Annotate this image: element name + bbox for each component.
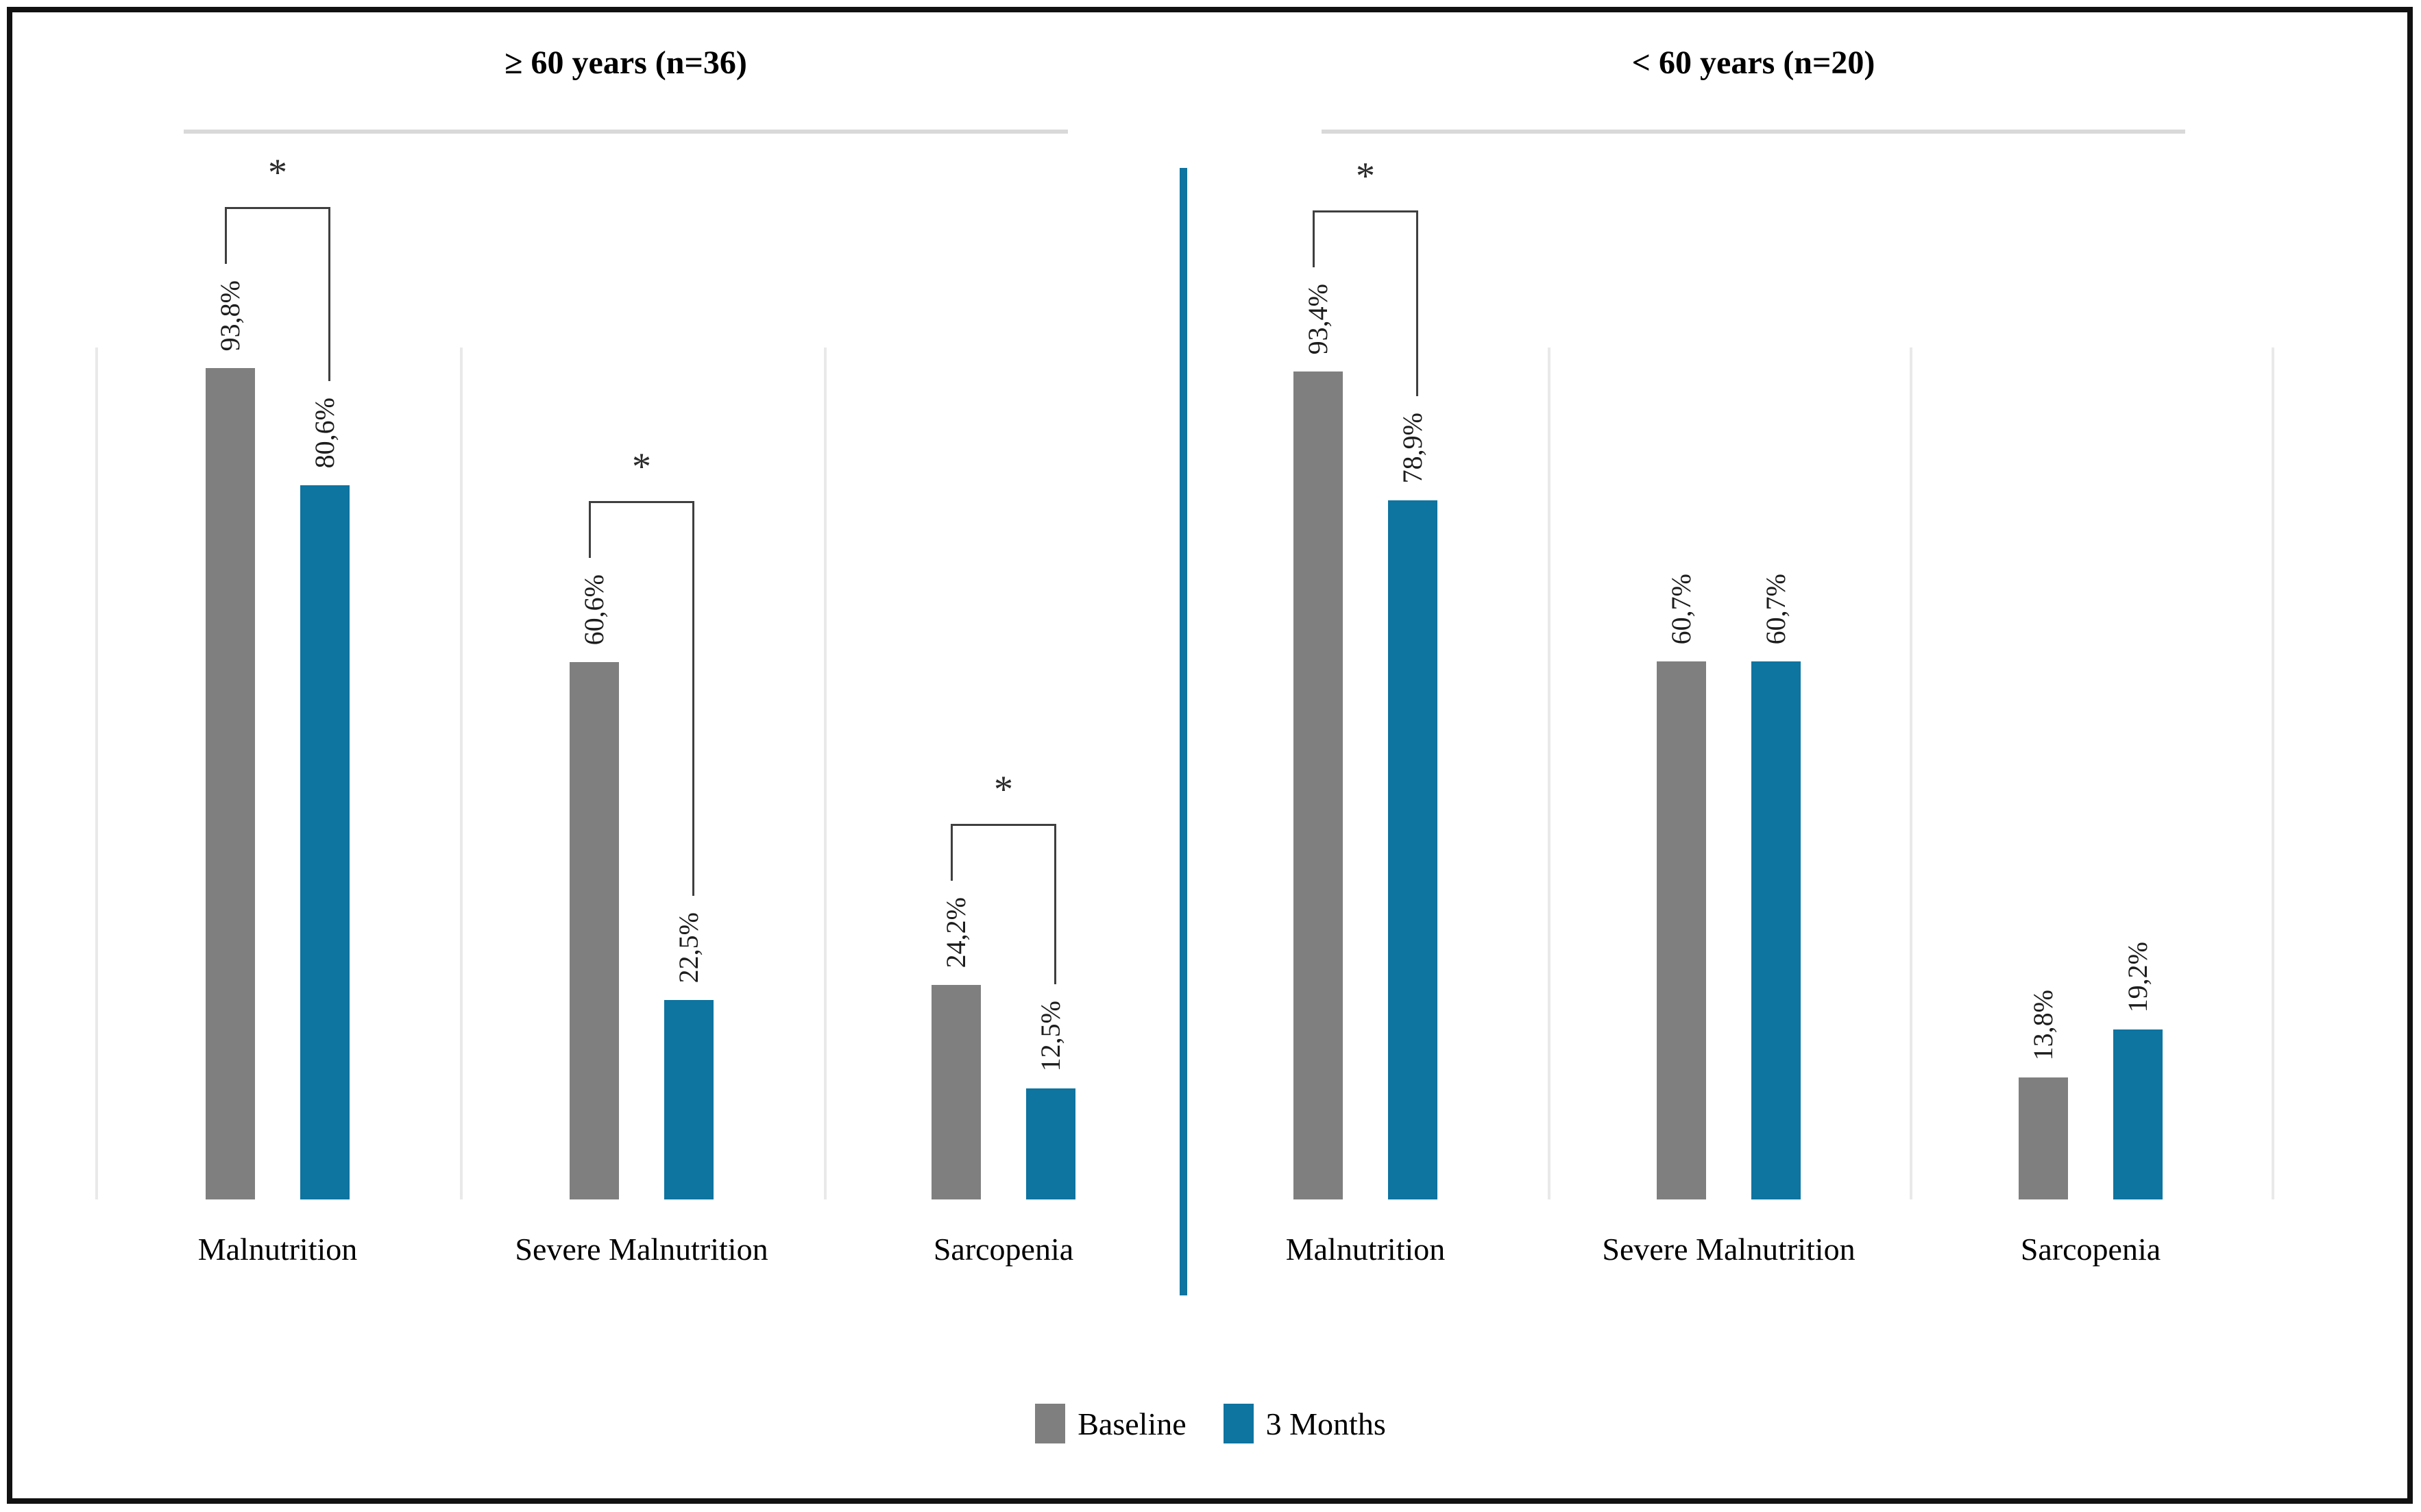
significance-bracket-left-leg [225, 207, 227, 264]
legend-label-baseline: Baseline [1078, 1406, 1187, 1441]
figure-frame-border [7, 7, 2413, 1504]
bar-baseline-malnutrition [1293, 371, 1343, 1199]
panel-title-under-60: < 60 years (n=20) [1631, 45, 1875, 81]
category-separator-line [2272, 347, 2274, 1199]
value-label-baseline-malnutrition: 93,8% [215, 280, 245, 351]
panel-title-over-60: ≥ 60 years (n=36) [504, 45, 747, 81]
legend-label-3-months: 3 Months [1265, 1406, 1386, 1441]
significance-bracket-right-leg [1416, 210, 1418, 396]
significance-star: * [268, 151, 287, 194]
category-separator-line [824, 347, 827, 1199]
value-label-3-months-severe-malnutrition: 22,5% [673, 912, 704, 983]
bar-baseline-sarcopenia [932, 985, 981, 1199]
bar-baseline-sarcopenia [2019, 1077, 2068, 1199]
category-separator-line [1910, 347, 1912, 1199]
significance-bracket-top [951, 824, 1056, 826]
three-months-swatch-icon [1223, 1404, 1254, 1443]
legend-item-baseline: Baseline [1035, 1404, 1187, 1443]
value-label-3-months-severe-malnutrition: 60,7% [1760, 573, 1791, 644]
category-label-malnutrition: Malnutrition [1285, 1232, 1446, 1267]
value-label-baseline-severe-malnutrition: 60,6% [579, 574, 609, 645]
significance-bracket-right-leg [328, 207, 330, 381]
significance-bracket-left-leg [589, 501, 591, 558]
category-label-malnutrition: Malnutrition [197, 1232, 358, 1267]
category-label-sarcopenia: Sarcopenia [933, 1232, 1074, 1267]
significance-bracket-right-leg [1054, 824, 1056, 984]
title-underline-right [1322, 130, 2185, 134]
significance-star: * [1356, 155, 1375, 197]
value-label-baseline-sarcopenia: 13,8% [2028, 989, 2058, 1060]
value-label-3-months-malnutrition: 80,6% [309, 397, 340, 468]
bar-3-months-sarcopenia [1026, 1088, 1075, 1199]
value-label-baseline-sarcopenia: 24,2% [940, 897, 971, 968]
significance-star: * [994, 768, 1013, 811]
baseline-swatch-icon [1035, 1404, 1066, 1443]
legend: Baseline 3 Months [0, 1404, 2421, 1443]
bar-baseline-severe-malnutrition [1657, 661, 1706, 1199]
bar-baseline-malnutrition [206, 368, 255, 1199]
category-label-severe-malnutrition: Severe Malnutrition [515, 1232, 768, 1267]
significance-bracket-left-leg [1313, 210, 1315, 267]
significance-star: * [632, 446, 651, 488]
significance-bracket-top [1313, 210, 1418, 212]
category-label-severe-malnutrition: Severe Malnutrition [1602, 1232, 1856, 1267]
value-label-3-months-sarcopenia: 12,5% [1035, 1000, 1066, 1071]
panel-divider-line [1180, 168, 1187, 1295]
category-separator-line [95, 347, 98, 1199]
bar-baseline-severe-malnutrition [570, 662, 619, 1199]
category-separator-line [460, 347, 463, 1199]
value-label-baseline-malnutrition: 93,4% [1302, 283, 1333, 354]
title-underline-left [184, 130, 1068, 134]
category-label-sarcopenia: Sarcopenia [2020, 1232, 2161, 1267]
value-label-baseline-severe-malnutrition: 60,7% [1666, 573, 1696, 644]
legend-item-3-months: 3 Months [1223, 1404, 1386, 1443]
bar-3-months-severe-malnutrition [664, 1000, 714, 1199]
significance-bracket-top [225, 207, 330, 209]
significance-bracket-top [589, 501, 694, 503]
value-label-3-months-malnutrition: 78,9% [1397, 412, 1428, 483]
bar-3-months-malnutrition [300, 485, 350, 1199]
significance-bracket-left-leg [951, 824, 953, 881]
category-separator-line [1548, 347, 1550, 1199]
bar-3-months-sarcopenia [2113, 1029, 2163, 1199]
value-label-3-months-sarcopenia: 19,2% [2122, 941, 2153, 1012]
bar-3-months-malnutrition [1388, 500, 1437, 1199]
significance-bracket-right-leg [692, 501, 694, 896]
bar-3-months-severe-malnutrition [1751, 661, 1801, 1199]
